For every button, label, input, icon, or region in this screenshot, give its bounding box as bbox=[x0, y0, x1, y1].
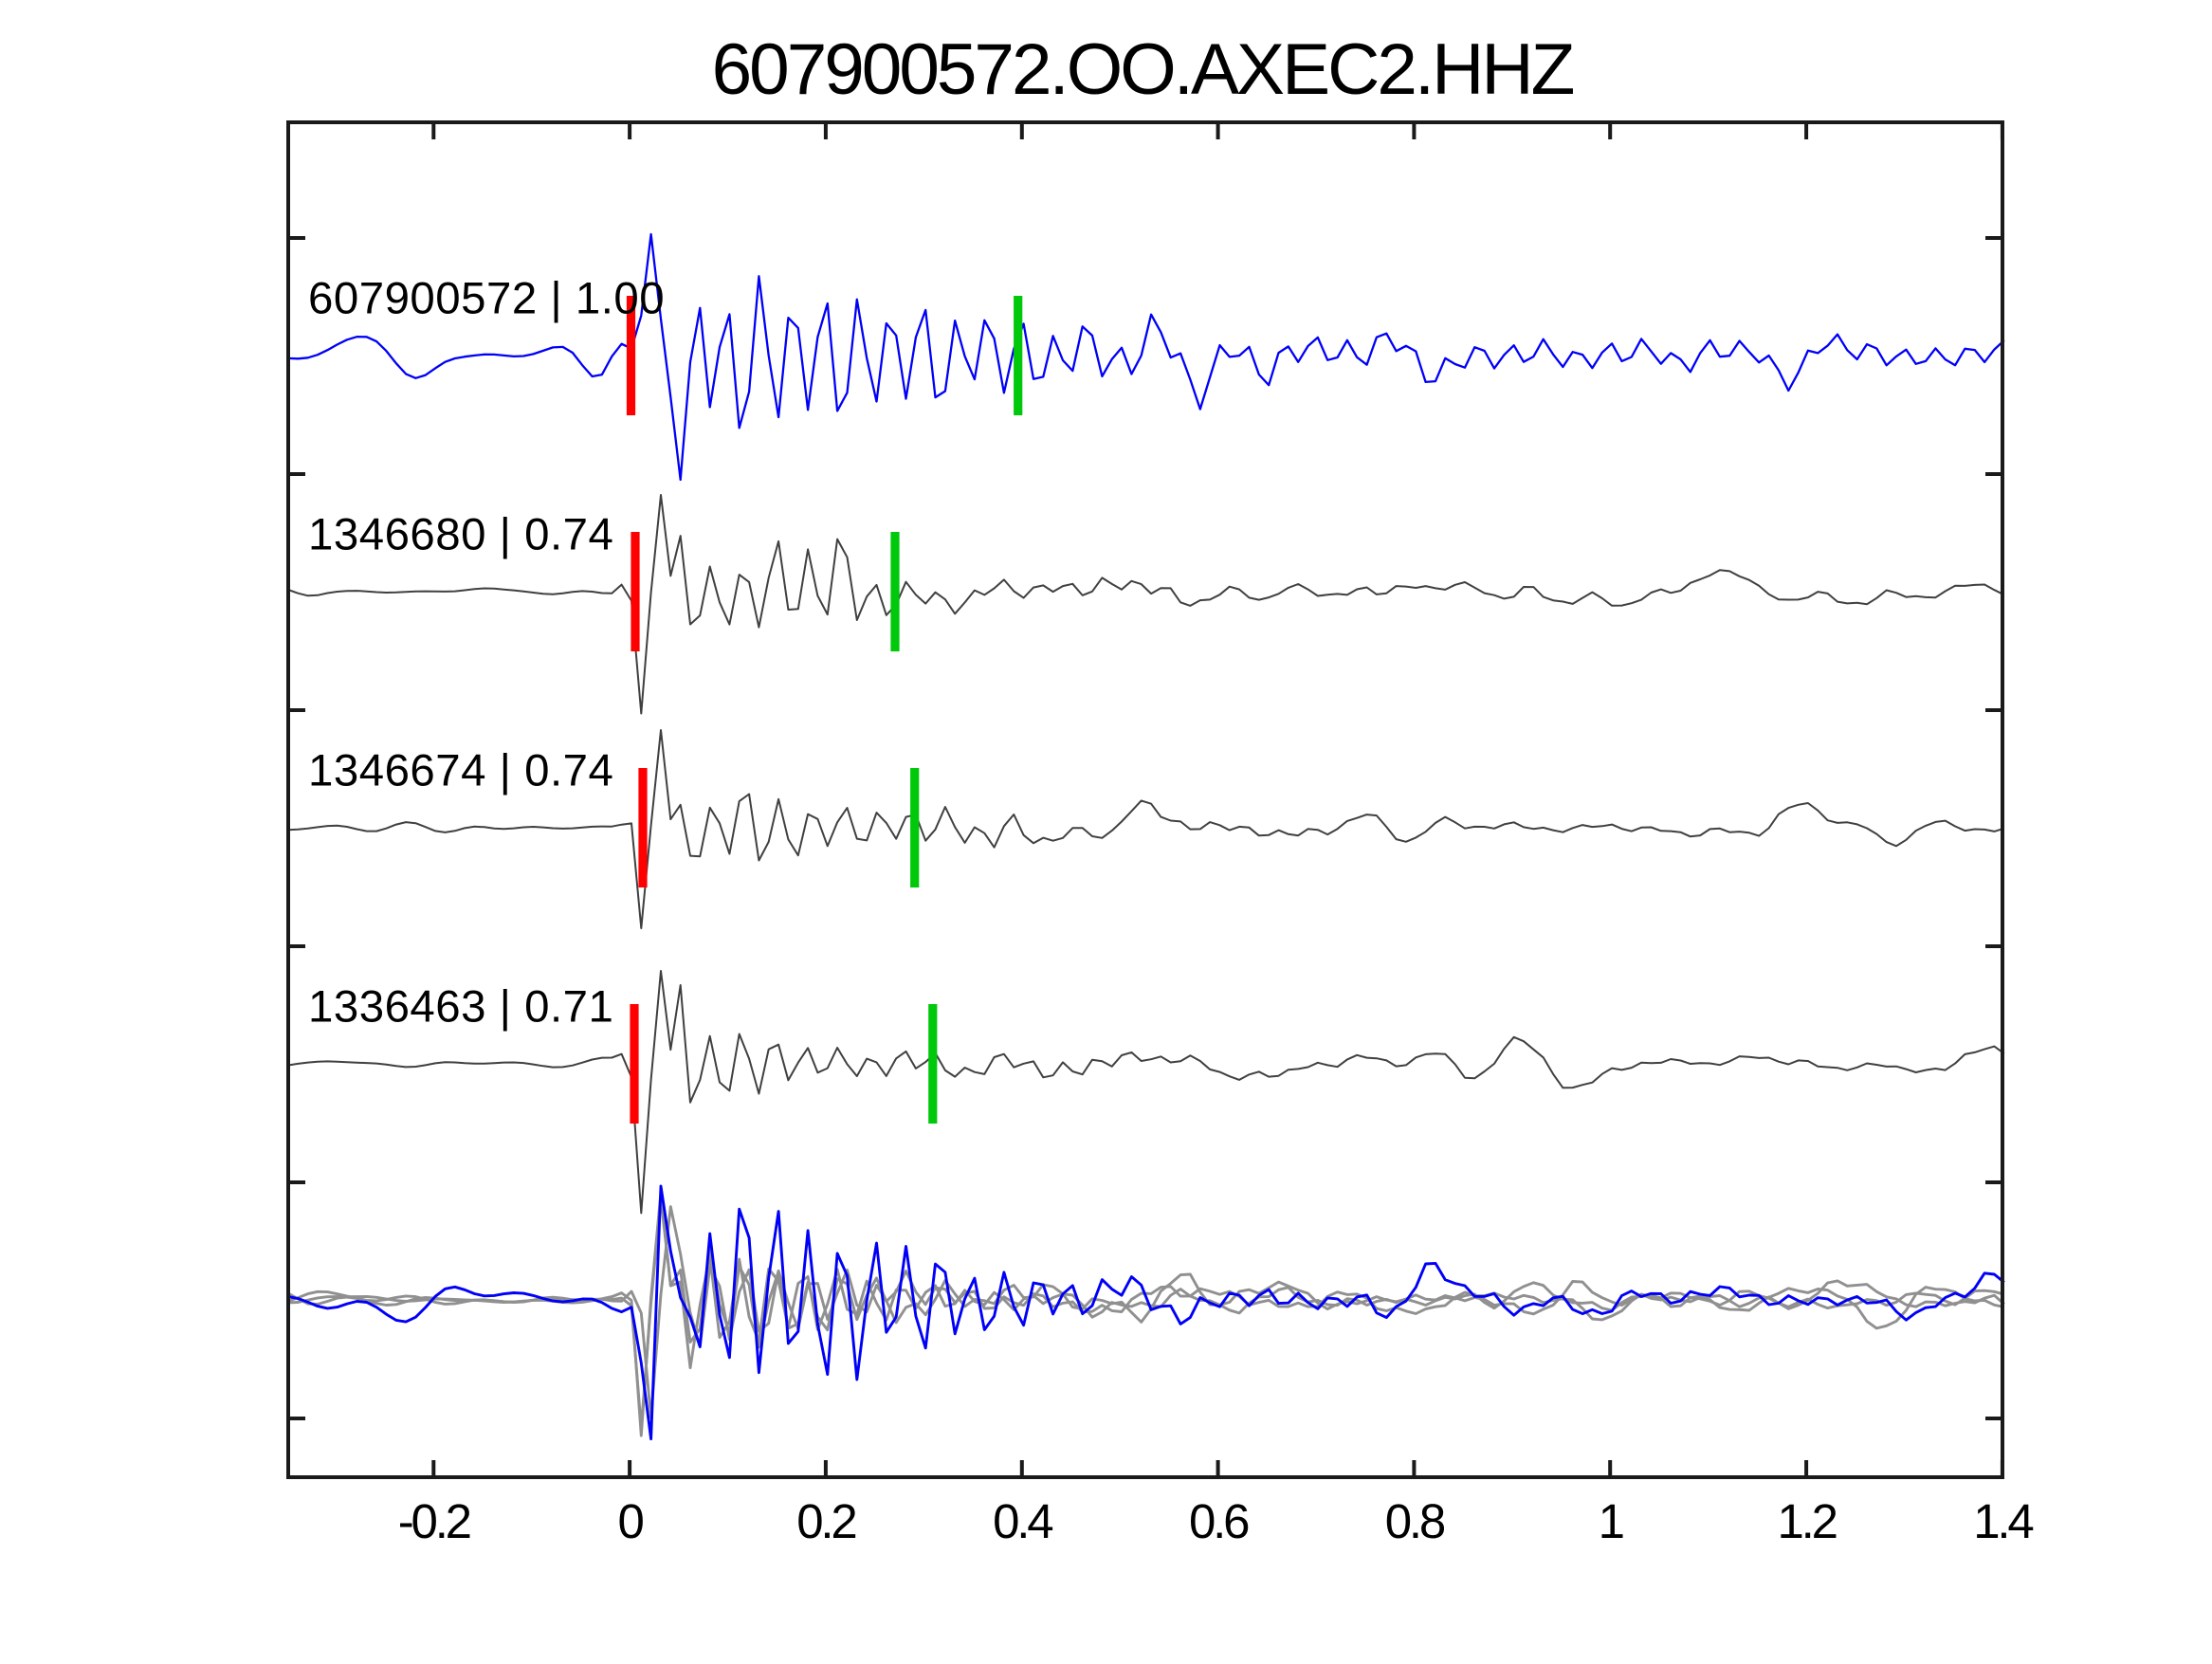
svg-text:0.4: 0.4 bbox=[993, 1494, 1052, 1548]
svg-text:607900572.OO.AXEC2.HHZ: 607900572.OO.AXEC2.HHZ bbox=[712, 29, 1574, 110]
svg-text:1.4: 1.4 bbox=[1973, 1494, 2033, 1548]
svg-text:-0.2: -0.2 bbox=[398, 1494, 470, 1548]
svg-text:1: 1 bbox=[1599, 1494, 1623, 1548]
svg-text:0.8: 0.8 bbox=[1385, 1494, 1445, 1548]
svg-text:1.2: 1.2 bbox=[1777, 1494, 1836, 1548]
svg-text:0.2: 0.2 bbox=[796, 1494, 855, 1548]
svg-text:0: 0 bbox=[618, 1494, 644, 1548]
svg-text:1336463 | 0.71: 1336463 | 0.71 bbox=[308, 982, 613, 1033]
svg-text:1346680 | 0.74: 1346680 | 0.74 bbox=[308, 510, 613, 560]
svg-text:607900572 | 1.00: 607900572 | 1.00 bbox=[308, 274, 665, 324]
svg-text:1346674 | 0.74: 1346674 | 0.74 bbox=[308, 746, 613, 796]
svg-text:0.6: 0.6 bbox=[1189, 1494, 1249, 1548]
